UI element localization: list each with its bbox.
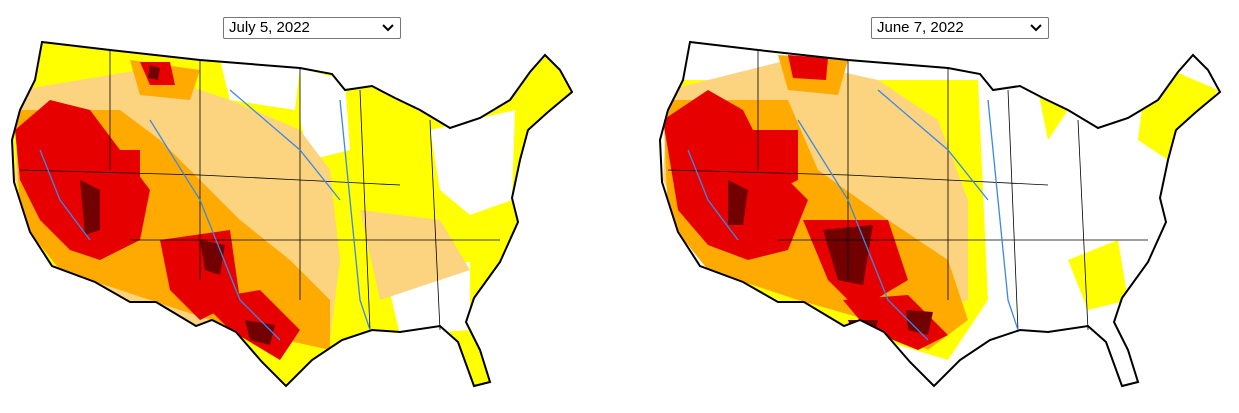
drought-map-left <box>11 41 573 387</box>
drought-map-right <box>659 41 1221 387</box>
date-dropdown[interactable]: June 7, 2022 <box>871 17 1049 39</box>
date-dropdown[interactable]: July 5, 2022 <box>223 17 401 39</box>
chevron <box>1030 24 1042 32</box>
chevron <box>382 24 394 32</box>
dropdown-value: June 7, 2022 <box>877 19 964 36</box>
dropdown-value: July 5, 2022 <box>229 19 310 36</box>
